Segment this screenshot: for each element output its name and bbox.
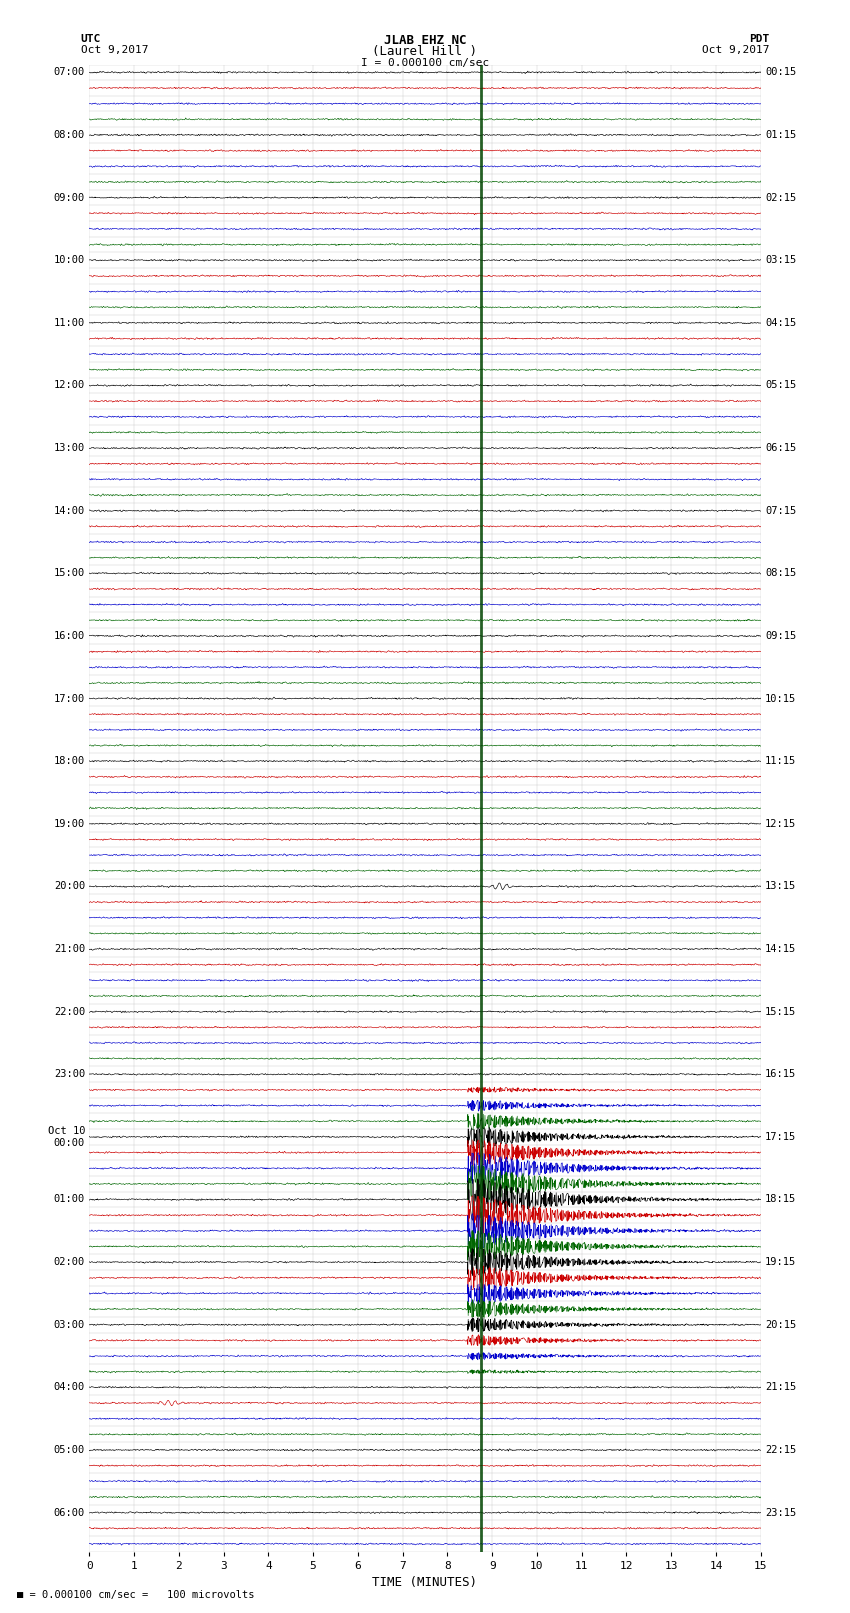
Text: ■ = 0.000100 cm/sec =   100 microvolts: ■ = 0.000100 cm/sec = 100 microvolts (17, 1590, 254, 1600)
X-axis label: TIME (MINUTES): TIME (MINUTES) (372, 1576, 478, 1589)
Text: I = 0.000100 cm/sec: I = 0.000100 cm/sec (361, 58, 489, 68)
Text: Oct 9,2017: Oct 9,2017 (81, 45, 148, 55)
Text: (Laurel Hill ): (Laurel Hill ) (372, 45, 478, 58)
Text: UTC: UTC (81, 34, 101, 44)
Text: JLAB EHZ NC: JLAB EHZ NC (383, 34, 467, 47)
Text: PDT: PDT (749, 34, 769, 44)
Text: Oct 9,2017: Oct 9,2017 (702, 45, 769, 55)
